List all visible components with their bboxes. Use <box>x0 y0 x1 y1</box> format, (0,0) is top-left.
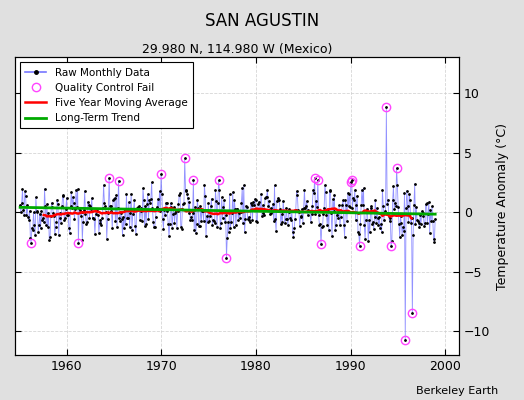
Text: Berkeley Earth: Berkeley Earth <box>416 386 498 396</box>
Text: SAN AGUSTIN: SAN AGUSTIN <box>205 12 319 30</box>
Y-axis label: Temperature Anomaly (°C): Temperature Anomaly (°C) <box>496 123 509 290</box>
Legend: Raw Monthly Data, Quality Control Fail, Five Year Moving Average, Long-Term Tren: Raw Monthly Data, Quality Control Fail, … <box>20 62 192 128</box>
Title: 29.980 N, 114.980 W (Mexico): 29.980 N, 114.980 W (Mexico) <box>142 43 332 56</box>
